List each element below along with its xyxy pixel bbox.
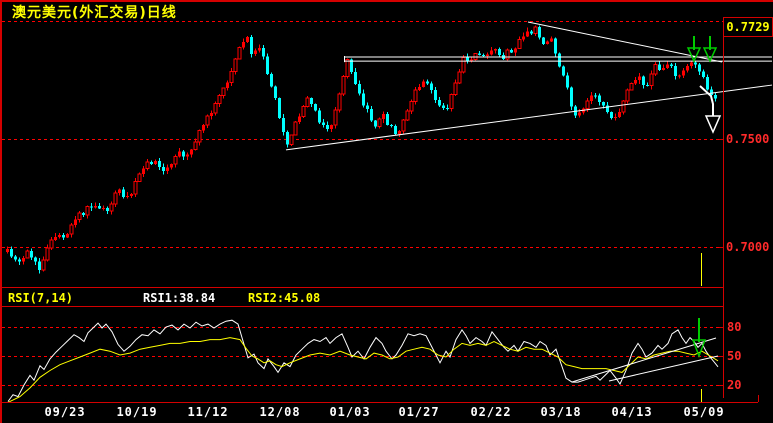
rsi-gridline-label: 50 (727, 349, 742, 363)
rsi-lines (7, 319, 719, 403)
date-label: 05/09 (683, 405, 725, 419)
price-gridline-label: 0.7000 (726, 240, 770, 254)
rsi-gridline-label: 20 (727, 378, 742, 392)
rsi-params-label: RSI(7,14) (8, 291, 74, 305)
candles (6, 25, 717, 274)
date-label: 01/03 (329, 405, 371, 419)
date-label: 04/13 (611, 405, 653, 419)
descending-resistance (527, 21, 723, 63)
date-label: 10/19 (116, 405, 158, 419)
sell-arrow-icon (686, 36, 718, 359)
rsi-line-RSI1(7) (7, 319, 719, 402)
date-label: 03/18 (540, 405, 582, 419)
date-label: 12/08 (259, 405, 301, 419)
date-label: 09/23 (44, 405, 86, 419)
symbol-title: 澳元美元(外汇交易)日线 (12, 5, 177, 21)
rsi-rising-line-2 (608, 355, 719, 382)
date-label: 11/12 (187, 405, 229, 419)
date-label: 01/27 (398, 405, 440, 419)
rsi2-value-label: RSI2:45.08 (248, 291, 321, 305)
price-gridline-label: 0.7500 (726, 132, 770, 146)
rsi-rising-line-1 (571, 337, 717, 383)
trendlines (285, 21, 773, 151)
rsi1-value-label: RSI1:38.84 (143, 291, 216, 305)
date-label: 02/22 (470, 405, 512, 419)
current-price-box: 0.7729 (723, 17, 773, 37)
down-arrow-icon (699, 85, 722, 134)
rsi-gridline-label: 80 (727, 320, 742, 334)
rsi-line-RSI2(14) (7, 337, 719, 403)
ascending-support (285, 84, 773, 151)
